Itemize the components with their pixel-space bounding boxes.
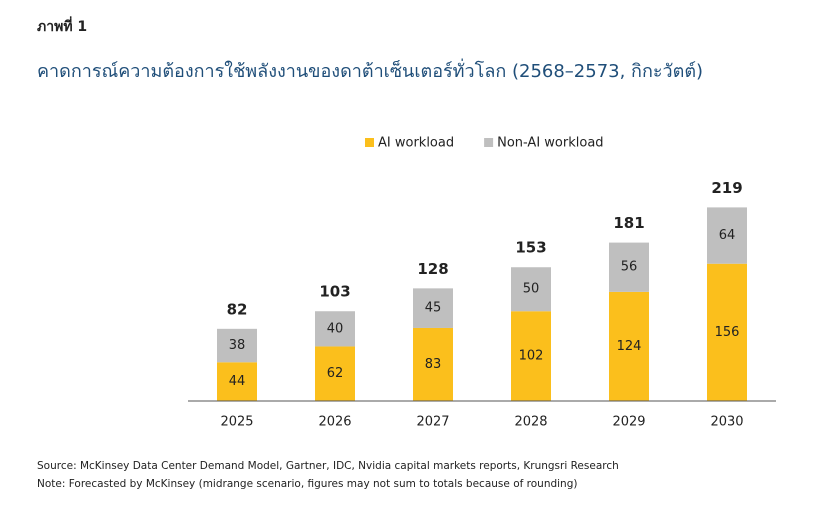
value-label: 45 — [425, 301, 442, 316]
x-tick-label: 2028 — [514, 415, 547, 430]
bar-segment — [609, 291, 649, 401]
x-tick-label: 2029 — [612, 415, 645, 430]
total-label: 181 — [613, 214, 644, 232]
bar-segment — [413, 288, 453, 328]
bar-segment — [511, 311, 551, 401]
x-tick-label: 2026 — [318, 415, 351, 430]
value-label: 38 — [229, 338, 246, 353]
value-label: 102 — [519, 349, 544, 364]
bar-segment — [315, 311, 355, 347]
value-label: 44 — [229, 374, 246, 389]
legend-label: Non-AI workload — [497, 136, 603, 151]
bar-segment — [413, 327, 453, 401]
x-tick-label: 2027 — [416, 415, 449, 430]
legend-swatch — [484, 138, 494, 147]
total-label: 82 — [227, 300, 248, 318]
figure-label: ภาพที่ 1 — [37, 16, 87, 35]
value-label: 156 — [715, 325, 740, 340]
bar-segment — [315, 346, 355, 401]
value-label: 40 — [327, 321, 344, 336]
legend-label: AI workload — [378, 136, 454, 151]
footnote: Note: Forecasted by McKinsey (midrange s… — [37, 478, 577, 490]
bar-segment — [707, 207, 747, 264]
value-label: 83 — [425, 357, 442, 372]
x-tick-label: 2030 — [710, 415, 743, 430]
value-label: 62 — [327, 366, 344, 381]
total-label: 219 — [711, 179, 742, 197]
value-label: 50 — [523, 282, 540, 297]
chart-title: คาดการณ์ความต้องการใช้พลังงานของดาต้าเซ็… — [37, 58, 703, 82]
x-tick-label: 2025 — [220, 415, 253, 430]
bar-segment — [217, 328, 257, 363]
bar-segment — [511, 267, 551, 312]
total-label: 103 — [319, 283, 350, 301]
value-label: 56 — [621, 260, 638, 275]
total-label: 153 — [515, 239, 546, 257]
bar-segment — [609, 242, 649, 292]
legend-swatch — [365, 138, 374, 147]
value-label: 64 — [719, 228, 736, 243]
bar-segment — [707, 263, 747, 401]
total-label: 128 — [417, 260, 448, 278]
value-label: 124 — [617, 339, 642, 354]
source-note: Source: McKinsey Data Center Demand Mode… — [37, 460, 619, 472]
bar-segment — [217, 362, 257, 401]
